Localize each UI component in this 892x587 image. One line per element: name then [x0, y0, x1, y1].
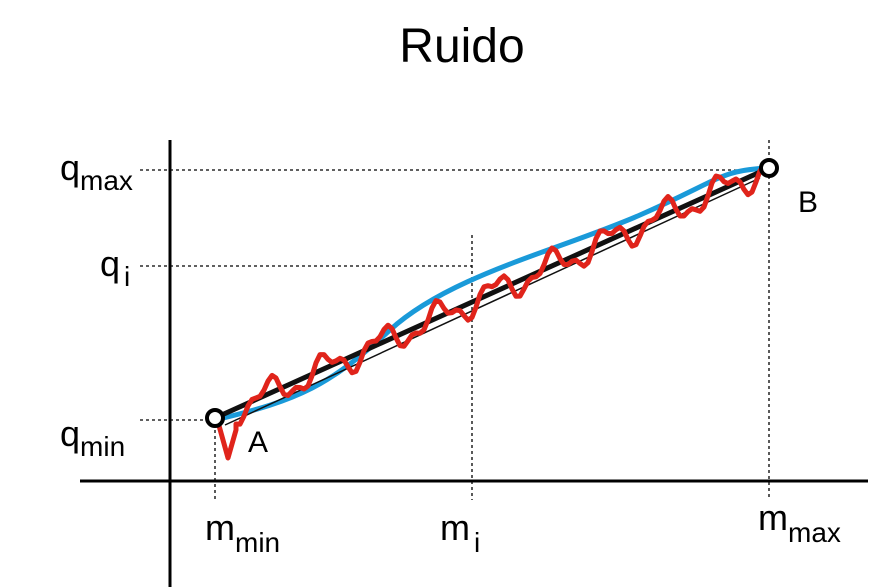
label-base: q — [60, 413, 80, 454]
title: Ruido — [399, 20, 524, 73]
y-label: qmin — [60, 413, 125, 462]
label-sub: i — [474, 527, 480, 558]
label-sub: i — [124, 261, 130, 292]
label-base: q — [60, 147, 80, 188]
x-label: mmin — [205, 507, 280, 558]
label-sub: min — [235, 527, 280, 558]
straight-line — [213, 165, 771, 421]
point-b — [759, 158, 779, 178]
smooth-curve — [214, 165, 770, 423]
label-base: m — [205, 507, 235, 548]
thin-line — [224, 177, 761, 426]
x-label: mmax — [758, 497, 841, 548]
y-label: qmax — [60, 147, 133, 196]
label-sub: min — [80, 431, 125, 462]
label-base: m — [758, 497, 788, 538]
point-a — [205, 408, 225, 428]
point-label: B — [798, 186, 818, 219]
label-sub: max — [80, 165, 133, 196]
noisy-curve — [215, 163, 767, 461]
label-base: q — [100, 243, 120, 284]
label-base: m — [440, 507, 470, 548]
point-label: A — [248, 426, 268, 459]
label-sub: max — [788, 517, 841, 548]
